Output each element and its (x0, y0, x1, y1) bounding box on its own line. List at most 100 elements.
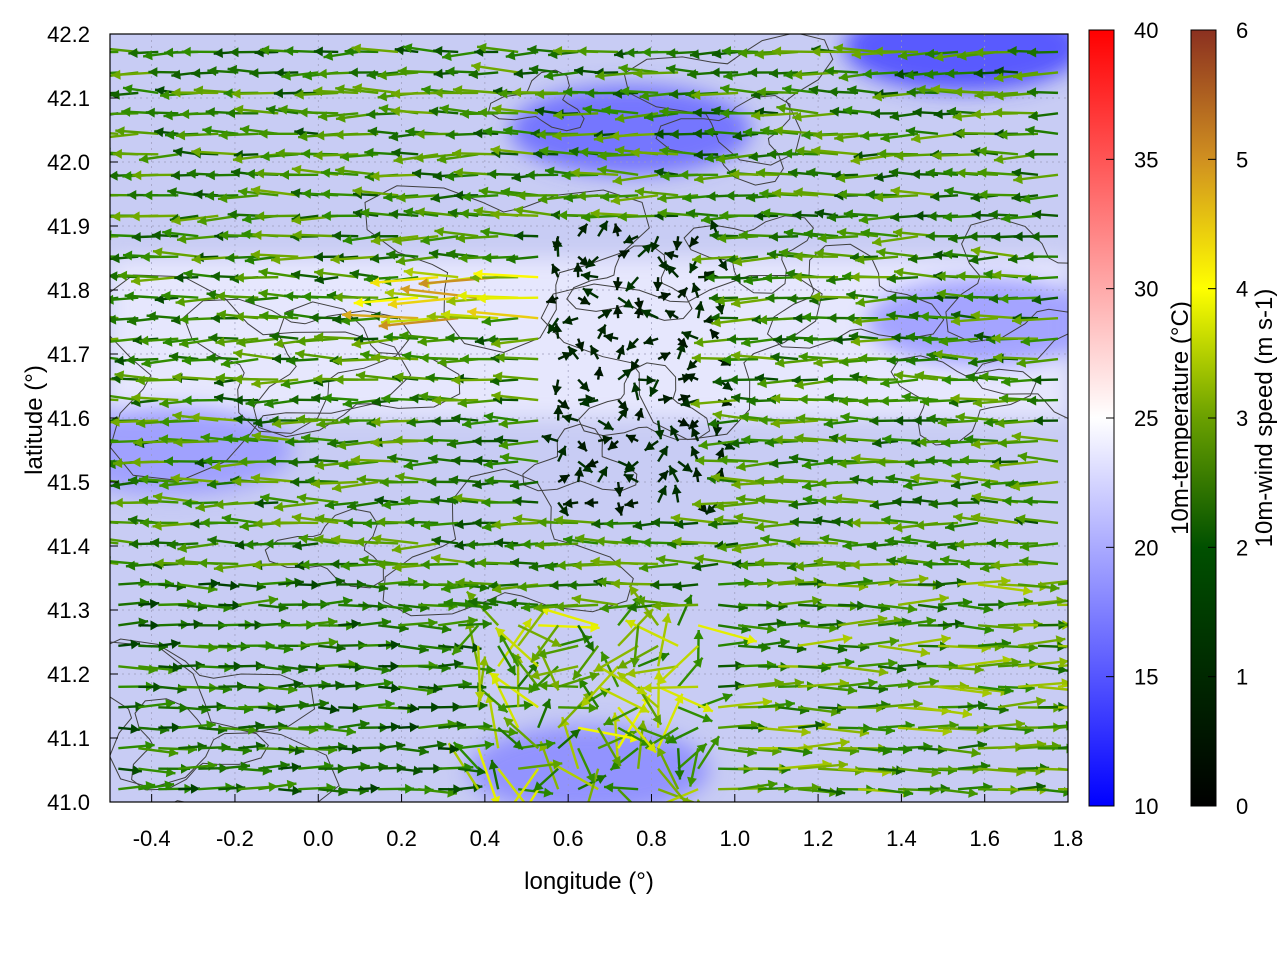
wind-arrow (110, 132, 139, 139)
wind-arrow (355, 370, 399, 381)
wind-arrow (118, 723, 140, 734)
wind-arrow (687, 747, 700, 787)
wind-arrow (432, 171, 459, 181)
wind-arrow (937, 417, 979, 428)
wind-arrow (845, 313, 879, 324)
wind-arrow (905, 126, 939, 137)
wind-arrow (884, 536, 919, 547)
wind-arrow (690, 398, 739, 409)
wind-arrow (611, 558, 659, 569)
wind-arrow (367, 126, 399, 137)
wind-arrow (654, 420, 665, 440)
wind-arrow (218, 600, 242, 611)
wind-arrow (870, 108, 899, 119)
wind-arrow (181, 46, 219, 57)
y-tick-label: 42.1 (47, 86, 90, 111)
wind-arrow (431, 535, 459, 546)
wind-arrow (792, 272, 839, 282)
wind-arrow (296, 336, 339, 347)
wind-arrow (411, 168, 439, 179)
wind-arrow (298, 107, 339, 118)
wind-arrow (860, 228, 899, 239)
wind-arrow (1028, 110, 1059, 121)
wind-arrow (289, 394, 319, 405)
wind-arrow (490, 145, 539, 156)
wind-arrow (833, 43, 879, 54)
wind-arrow (557, 399, 570, 410)
wind-arrow (130, 275, 179, 286)
wind-arrow (677, 742, 708, 770)
y-tick-label: 42.2 (47, 22, 90, 47)
contour-line (110, 274, 412, 482)
wind-arrow (823, 455, 859, 466)
wind-arrow (570, 167, 619, 178)
wind-arrow (1020, 194, 1059, 204)
wind-arrow (110, 47, 139, 54)
wind-arrow (473, 269, 539, 280)
wind-arrow (836, 433, 879, 444)
wind-arrow (271, 517, 319, 528)
x-axis: -0.4 -0.2 0.0 0.2 0.4 0.6 0.8 1.0 1.2 1.4 1.6 1.8 (133, 794, 1083, 851)
wind-arrow (637, 242, 653, 258)
wind-arrow (959, 455, 999, 466)
wind-arrow (443, 598, 479, 608)
wind-arrow (585, 458, 599, 468)
wind-arrow (970, 512, 1019, 525)
wind-arrow (999, 293, 1039, 304)
wind-arrow (513, 205, 559, 217)
wind-arrow (552, 323, 563, 339)
wind-arrow (677, 337, 689, 349)
wind-arrow (937, 619, 965, 629)
wind-arrow (698, 439, 739, 450)
wind-arrow (1013, 173, 1059, 185)
wind-arrow (735, 494, 779, 505)
wind-arrow (138, 599, 160, 609)
wind-arrow (643, 335, 659, 346)
wind-arrow (486, 334, 519, 345)
wind-arrow (824, 393, 859, 404)
wind-arrow (255, 211, 299, 222)
wind-arrow (557, 445, 567, 463)
wind-arrow (567, 345, 580, 360)
wind-arrow (657, 767, 689, 802)
wind-arrow (597, 165, 639, 176)
wind-arrow (115, 126, 159, 137)
wind-arrow (1001, 213, 1039, 224)
wind-arrow (125, 355, 159, 365)
wind-arrow (271, 418, 319, 429)
wind-arrow (386, 249, 419, 260)
cold-spot (110, 405, 293, 495)
wind-arrow (704, 127, 739, 137)
wind-arrow (797, 760, 848, 771)
wind-arrow (233, 395, 259, 406)
wind-arrow (768, 231, 799, 242)
wind-arrow (837, 665, 889, 677)
wind-arrow (657, 394, 673, 405)
wind-arrow (755, 557, 799, 568)
wind-colorbar-ticks: 0 1 2 3 4 5 6 (1208, 18, 1248, 819)
wind-arrow (951, 472, 999, 484)
contour-line (264, 508, 384, 589)
wind-arrow (650, 517, 679, 528)
wind-arrow (557, 501, 570, 517)
wind-arrow (659, 146, 699, 156)
wind-arrow (857, 636, 900, 648)
wind-arrow (579, 397, 599, 408)
wind-arrow (657, 291, 671, 302)
wind-arrow (711, 48, 739, 59)
wind-arrow (714, 501, 759, 512)
wind-arrow (110, 479, 119, 484)
wind-arrow (174, 272, 199, 283)
y-axis-title: latitude (°) (21, 365, 48, 475)
wind-arrow (110, 89, 139, 100)
wind-arrow (1057, 582, 1068, 586)
wind-arrow (937, 787, 978, 798)
wind-arrow (141, 357, 179, 368)
wind-arrow (143, 190, 179, 201)
wind-arrow (197, 214, 239, 226)
wind-arrow (358, 783, 380, 794)
wind-arrow (970, 310, 1019, 321)
wind-arrow (110, 255, 119, 258)
wind-arrow (516, 190, 559, 201)
wind-arrow (718, 455, 759, 466)
